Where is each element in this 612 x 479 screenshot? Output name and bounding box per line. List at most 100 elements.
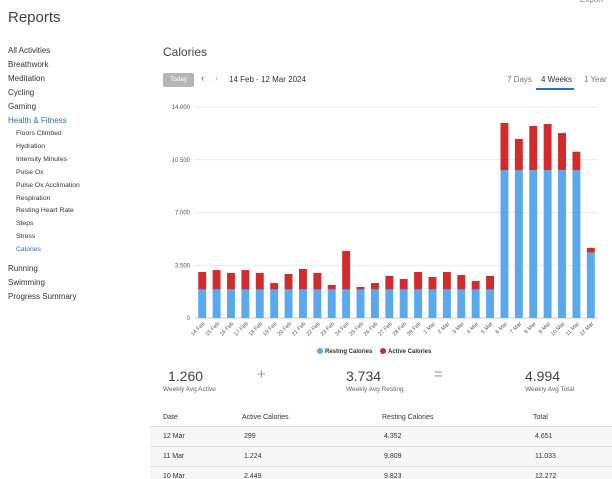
range-tab[interactable]: 4 Weeks <box>541 75 572 84</box>
bar-segment <box>586 252 595 318</box>
bar-segment <box>284 273 293 290</box>
nav-item[interactable]: All Activities <box>8 46 51 55</box>
bar-segment <box>342 250 351 290</box>
nav-subitem[interactable]: Intensity Minutes <box>16 155 67 163</box>
bar-segment <box>385 289 394 318</box>
bar-segment <box>385 275 394 290</box>
nav-item[interactable]: Meditation <box>8 74 45 83</box>
x-tick-label: 22 Feb <box>305 321 321 337</box>
nav-subitem[interactable]: Calories <box>16 246 41 254</box>
y-tick-label: 10.500 <box>172 158 191 164</box>
date-range: 14 Feb - 12 Mar 2024 <box>229 75 306 84</box>
bar-segment <box>399 289 408 318</box>
bar-segment <box>342 289 351 318</box>
stat-value: 4.994 <box>525 368 561 384</box>
bar-segment <box>558 133 566 170</box>
legend-swatch <box>317 348 323 354</box>
tab-underline <box>536 88 574 90</box>
nav-subitem[interactable]: Pulse Ox Acclimation <box>16 181 80 189</box>
nav-subitem[interactable]: Floors Climbed <box>16 130 62 137</box>
bar-segment <box>212 270 221 290</box>
nav-item[interactable]: Swimming <box>8 278 45 287</box>
x-tick-label: 29 Feb <box>406 321 422 337</box>
next-arrow[interactable]: › <box>215 73 219 84</box>
operator: = <box>434 366 443 383</box>
bar-segment <box>298 269 307 290</box>
bar-segment <box>529 125 538 171</box>
bar-segment <box>514 170 523 318</box>
nav-subitem[interactable]: Steps <box>16 220 34 228</box>
bar-segment <box>227 272 235 290</box>
bar-segment <box>298 289 307 318</box>
range-tab[interactable]: 1 Year <box>584 75 607 84</box>
x-tick-label: 11 Mar <box>565 321 581 337</box>
bar-segment <box>327 289 336 318</box>
legend-label: Active Calories <box>388 349 432 355</box>
table-header: Total <box>533 414 548 421</box>
x-tick-label: 1 Mar <box>423 321 437 335</box>
table-cell: 12 Mar <box>163 433 185 440</box>
bar-segment <box>313 289 322 318</box>
legend-swatch <box>380 348 386 354</box>
x-tick-label: 17 Feb <box>233 321 249 337</box>
x-tick-label: 16 Feb <box>219 321 235 337</box>
bar-segment <box>572 151 581 171</box>
x-tick-label: 5 Mar <box>480 321 494 335</box>
bar-segment <box>471 289 480 318</box>
y-tick-label: 3.500 <box>175 263 191 269</box>
bar-segment <box>486 275 495 290</box>
bar-segment <box>572 170 581 318</box>
table-cell: 4.352 <box>384 433 402 440</box>
y-tick-label: 7.000 <box>175 211 191 217</box>
nav-subitem[interactable]: Resting Heart Rate <box>16 207 74 215</box>
table-cell: 11.033 <box>535 453 556 460</box>
table-header: Resting Calories <box>382 414 434 421</box>
nav-item[interactable]: Progress Summary <box>8 292 77 301</box>
page-title: Reports <box>8 9 61 26</box>
stat-label: Weekly Avg Resting <box>346 386 404 393</box>
bar-segment <box>428 289 437 318</box>
x-tick-label: 26 Feb <box>363 321 379 337</box>
table-cell: 2.449 <box>244 473 262 479</box>
x-tick-label: 3 Mar <box>451 321 465 335</box>
x-tick-label: 21 Feb <box>291 321 307 337</box>
export-link[interactable]: Export <box>580 0 603 4</box>
table-header-bg <box>150 410 612 427</box>
table-cell: 11 Mar <box>163 453 185 460</box>
x-tick-label: 8 Mar <box>523 321 537 335</box>
x-tick-label: 27 Feb <box>377 321 393 337</box>
today-button[interactable]: Today <box>163 73 194 87</box>
nav-item[interactable]: Breathwork <box>8 60 49 69</box>
prev-arrow[interactable]: ‹ <box>201 73 205 84</box>
nav-subitem[interactable]: Respiration <box>16 194 51 202</box>
range-tab[interactable]: 7 Days <box>507 75 532 84</box>
bar-segment <box>327 284 336 290</box>
bar-segment <box>414 272 423 290</box>
bar-segment <box>241 289 250 318</box>
nav-item[interactable]: Health & Fitness <box>8 116 67 125</box>
x-tick-label: 15 Feb <box>205 321 221 337</box>
nav-item[interactable]: Gaming <box>8 102 37 111</box>
nav-item[interactable]: Running <box>8 264 38 273</box>
x-tick-label: 28 Feb <box>392 321 408 337</box>
y-tick-label: 0 <box>187 316 191 322</box>
bar-segment <box>255 272 264 290</box>
stat-label: Weekly Avg Total <box>525 386 575 393</box>
bar-segment <box>227 289 235 318</box>
x-tick-label: 19 Feb <box>262 321 278 337</box>
nav-subitem[interactable]: Pulse Ox <box>16 168 44 176</box>
section-title: Calories <box>163 45 208 59</box>
y-tick-label: 14.000 <box>172 105 191 111</box>
nav-item[interactable]: Cycling <box>8 88 35 97</box>
table-header: Date <box>163 414 178 421</box>
bar-segment <box>457 275 466 290</box>
table-row <box>150 467 612 479</box>
bar-segment <box>442 289 451 318</box>
table-cell: 9.823 <box>384 473 402 479</box>
table-header: Active Calories <box>242 414 289 421</box>
bar-segment <box>356 286 365 290</box>
nav-subitem[interactable]: Hydration <box>16 142 46 150</box>
nav-subitem[interactable]: Stress <box>16 233 36 241</box>
